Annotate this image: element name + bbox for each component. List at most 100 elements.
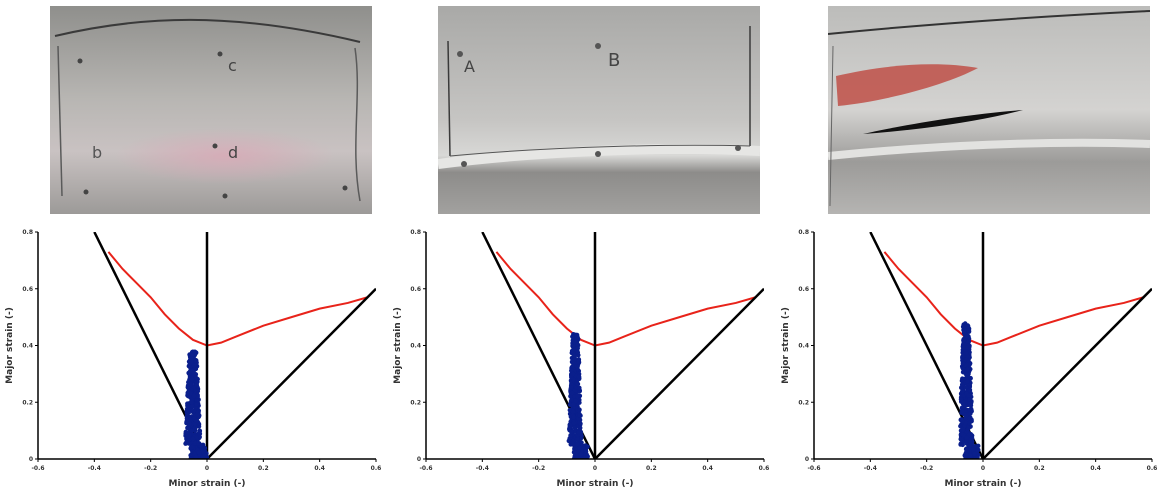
data-point — [187, 407, 193, 412]
data-point — [971, 447, 976, 452]
data-point — [578, 421, 583, 426]
data-point — [194, 435, 199, 440]
y-tick-label: 0.8 — [410, 229, 421, 236]
data-point — [189, 428, 195, 433]
data-point — [969, 407, 974, 413]
data-point — [963, 446, 969, 452]
forming-limit-chart-3: -0.6 -0.4 -0.2 0 0.2 0.4 0.6 0 0.2 0.4 0.6 0.8 Minor… — [781, 229, 1157, 489]
data-point — [189, 444, 195, 450]
x-tick-label: 0.4 — [314, 465, 325, 472]
data-point — [961, 402, 967, 408]
data-point — [959, 382, 965, 387]
measured-points — [958, 321, 981, 459]
data-point — [575, 350, 581, 355]
x-tick-label: -0.6 — [31, 465, 44, 472]
data-point — [570, 364, 575, 369]
data-point — [960, 418, 965, 424]
data-point — [575, 381, 581, 387]
y-tick-label: 0.8 — [22, 229, 33, 236]
y-tick-label: 0.4 — [798, 343, 809, 350]
x-tick-label: -0.2 — [532, 465, 545, 472]
y-tick-label: 0.6 — [410, 286, 421, 293]
specimen-photo-3 — [828, 6, 1150, 214]
x-tick-label: 0 — [981, 465, 985, 472]
data-point — [202, 452, 208, 458]
data-point — [569, 397, 574, 402]
data-point — [964, 441, 970, 446]
data-point — [961, 337, 967, 343]
data-point — [964, 452, 969, 457]
data-point — [200, 449, 206, 455]
plot-area — [869, 232, 1152, 459]
data-point — [567, 422, 573, 428]
data-point — [195, 393, 200, 399]
y-tick-label: 0.2 — [798, 399, 809, 406]
data-point — [189, 376, 195, 382]
data-point — [958, 442, 963, 447]
data-point — [568, 385, 574, 390]
y-tick-label: 0.4 — [22, 343, 33, 350]
data-point — [968, 440, 974, 445]
data-point — [967, 453, 973, 458]
x-tick-label: 0.4 — [702, 465, 713, 472]
data-point — [960, 366, 966, 372]
y-tick-label: 0.4 — [410, 343, 421, 350]
data-point — [188, 382, 194, 388]
data-point — [963, 350, 969, 356]
y-tick-label: 0 — [417, 456, 421, 463]
data-point — [570, 371, 576, 377]
data-point — [967, 416, 972, 421]
bound-right-line — [594, 287, 764, 459]
data-point — [194, 402, 199, 407]
data-point — [964, 367, 970, 372]
data-point — [964, 379, 970, 384]
plot-area — [93, 232, 376, 459]
data-point — [576, 358, 582, 364]
data-point — [577, 412, 582, 418]
photo-label: A — [464, 57, 475, 76]
data-point — [575, 393, 580, 399]
y-axis-label: Major strain (-) — [5, 307, 15, 384]
y-tick-label: 0.6 — [22, 286, 33, 293]
data-point — [185, 434, 191, 439]
data-point — [963, 385, 969, 390]
data-point — [576, 374, 582, 379]
data-point — [961, 344, 966, 350]
data-point — [958, 436, 964, 442]
plot-area — [481, 232, 764, 459]
data-point — [571, 360, 577, 366]
measured-points — [566, 331, 590, 459]
data-point — [569, 429, 574, 435]
y-tick-label: 0.2 — [22, 399, 33, 406]
data-point — [575, 455, 581, 459]
data-point — [968, 411, 973, 416]
data-point — [576, 385, 582, 391]
data-point — [570, 334, 575, 339]
data-point — [191, 363, 197, 369]
x-tick-label: -0.4 — [88, 465, 101, 472]
data-point — [967, 397, 972, 402]
data-point — [570, 441, 575, 447]
data-point — [585, 454, 590, 459]
data-point — [575, 441, 580, 447]
specimen-photo-1: c b d — [50, 6, 372, 214]
data-point — [567, 402, 573, 407]
data-point — [960, 361, 966, 366]
data-point — [192, 357, 198, 363]
measured-points — [183, 349, 210, 459]
data-point — [193, 418, 199, 424]
photo-label: B — [608, 50, 620, 71]
data-point — [572, 353, 577, 359]
y-tick-label: 0.2 — [410, 399, 421, 406]
data-point — [958, 396, 964, 402]
data-point — [194, 412, 200, 417]
data-point — [967, 401, 973, 406]
data-point — [964, 333, 970, 339]
data-point — [571, 402, 576, 407]
data-point — [193, 375, 199, 381]
data-point — [972, 451, 977, 457]
data-point — [960, 376, 965, 382]
data-point — [193, 454, 199, 459]
y-tick-label: 0.6 — [798, 286, 809, 293]
data-point — [576, 430, 581, 435]
